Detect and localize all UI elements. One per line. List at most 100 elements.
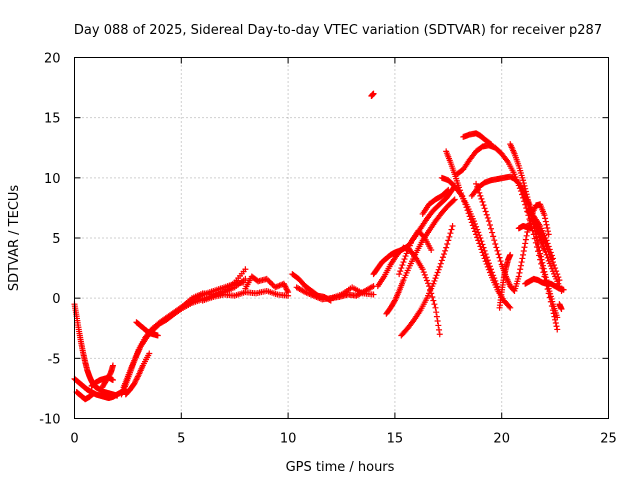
data-point — [109, 362, 116, 369]
data-point — [421, 271, 428, 278]
series-arc-mid-6 — [327, 284, 377, 302]
data-point — [543, 251, 550, 258]
data-point — [548, 295, 555, 302]
data-point — [538, 256, 545, 263]
data-point — [517, 266, 524, 273]
data-point — [442, 247, 449, 254]
data-point — [436, 263, 443, 270]
data-point — [494, 247, 501, 254]
data-point — [544, 254, 551, 261]
data-point — [491, 237, 498, 244]
data-point — [537, 253, 544, 260]
data-point — [488, 225, 495, 232]
data-point — [484, 257, 491, 264]
y-tick-label: 0 — [52, 292, 60, 307]
data-point — [488, 266, 495, 273]
series-arc-late-10 — [460, 130, 495, 148]
data-point — [109, 376, 116, 383]
data-point — [518, 259, 525, 266]
data-point — [431, 277, 438, 284]
data-point — [515, 273, 522, 280]
data-point — [436, 331, 443, 338]
data-point — [404, 247, 411, 254]
data-point — [436, 326, 443, 333]
data-point — [547, 290, 554, 297]
data-point — [478, 238, 485, 245]
data-point — [448, 226, 455, 233]
data-point — [483, 211, 490, 218]
series-arc-late-17 — [515, 222, 535, 232]
y-tick-label: 10 — [44, 172, 61, 187]
data-point — [553, 323, 560, 330]
data-point — [489, 229, 496, 236]
data-point — [476, 189, 483, 196]
data-point — [548, 252, 555, 259]
data-point — [543, 221, 550, 228]
data-point — [433, 309, 440, 316]
data-point — [495, 251, 502, 258]
data-point — [477, 192, 484, 199]
data-point — [474, 183, 481, 190]
data-point — [490, 233, 497, 240]
data-point — [146, 350, 153, 357]
x-axis-label: GPS time / hours — [286, 460, 395, 475]
y-tick-label: 15 — [44, 112, 61, 127]
data-point — [491, 275, 498, 282]
data-point — [497, 258, 504, 265]
data-point — [485, 218, 492, 225]
data-point — [482, 251, 489, 258]
data-point — [480, 202, 487, 209]
series-arc-isolated — [368, 90, 377, 100]
data-point — [481, 247, 488, 254]
data-point — [539, 259, 546, 266]
data-point — [482, 208, 489, 215]
chart-title: Day 088 of 2025, Sidereal Day-to-day VTE… — [74, 23, 602, 38]
data-point — [90, 390, 97, 397]
y-tick-label: -10 — [39, 413, 60, 428]
series-arc-bump-3h — [133, 319, 161, 339]
data-point — [242, 275, 249, 282]
data-point — [493, 280, 500, 287]
data-point — [549, 298, 556, 305]
series-arc-late-14 — [507, 141, 561, 321]
data-point — [541, 212, 548, 219]
data-point — [406, 242, 413, 249]
data-point — [552, 320, 559, 327]
data-point — [545, 231, 552, 238]
data-point — [481, 205, 488, 212]
data-point — [552, 265, 559, 272]
data-point — [425, 280, 432, 287]
data-point — [451, 196, 458, 203]
data-point — [445, 186, 452, 193]
data-point — [547, 249, 554, 256]
data-point — [543, 237, 550, 244]
data-point — [396, 271, 403, 278]
data-point — [432, 275, 439, 282]
data-point — [554, 271, 561, 278]
data-point — [428, 247, 435, 254]
data-point — [544, 224, 551, 231]
data-point — [399, 262, 406, 269]
grid — [74, 57, 609, 419]
data-point — [437, 260, 444, 267]
data-point — [473, 223, 480, 230]
data-point — [542, 215, 549, 222]
data-point — [449, 222, 456, 229]
x-tick-label: 25 — [600, 432, 617, 447]
data-point — [402, 253, 409, 260]
data-point — [401, 256, 408, 263]
data-point — [558, 305, 565, 312]
data-point — [521, 244, 528, 251]
data-point — [520, 177, 527, 184]
data-point — [517, 262, 524, 269]
data-point — [484, 214, 491, 221]
data-point — [242, 266, 249, 273]
data-point — [438, 257, 445, 264]
series-arc-early-rise — [99, 362, 116, 391]
data-point — [522, 240, 529, 247]
data-point — [560, 286, 567, 293]
data-point — [475, 186, 482, 193]
data-point — [523, 232, 530, 239]
data-point — [472, 220, 478, 227]
